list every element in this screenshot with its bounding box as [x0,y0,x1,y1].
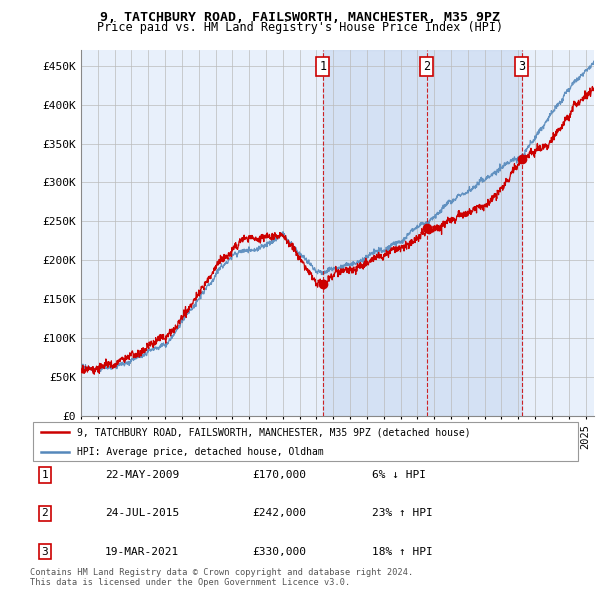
Text: £330,000: £330,000 [252,547,306,556]
Text: HPI: Average price, detached house, Oldham: HPI: Average price, detached house, Oldh… [77,447,323,457]
FancyBboxPatch shape [33,422,578,461]
Text: 1: 1 [41,470,49,480]
Text: 3: 3 [518,60,526,73]
Text: 9, TATCHBURY ROAD, FAILSWORTH, MANCHESTER, M35 9PZ (detached house): 9, TATCHBURY ROAD, FAILSWORTH, MANCHESTE… [77,427,470,437]
Text: 1: 1 [319,60,326,73]
Text: 2: 2 [423,60,430,73]
Text: 22-MAY-2009: 22-MAY-2009 [105,470,179,480]
Text: 23% ↑ HPI: 23% ↑ HPI [372,509,433,518]
Text: £170,000: £170,000 [252,470,306,480]
Text: 9, TATCHBURY ROAD, FAILSWORTH, MANCHESTER, M35 9PZ: 9, TATCHBURY ROAD, FAILSWORTH, MANCHESTE… [100,11,500,24]
Text: 6% ↓ HPI: 6% ↓ HPI [372,470,426,480]
Text: £242,000: £242,000 [252,509,306,518]
Text: 2: 2 [41,509,49,518]
Text: 19-MAR-2021: 19-MAR-2021 [105,547,179,556]
Bar [323,50,522,416]
Text: Contains HM Land Registry data © Crown copyright and database right 2024.
This d: Contains HM Land Registry data © Crown c… [30,568,413,587]
Text: 3: 3 [41,547,49,556]
Text: 18% ↑ HPI: 18% ↑ HPI [372,547,433,556]
Text: 24-JUL-2015: 24-JUL-2015 [105,509,179,518]
Text: Price paid vs. HM Land Registry's House Price Index (HPI): Price paid vs. HM Land Registry's House … [97,21,503,34]
